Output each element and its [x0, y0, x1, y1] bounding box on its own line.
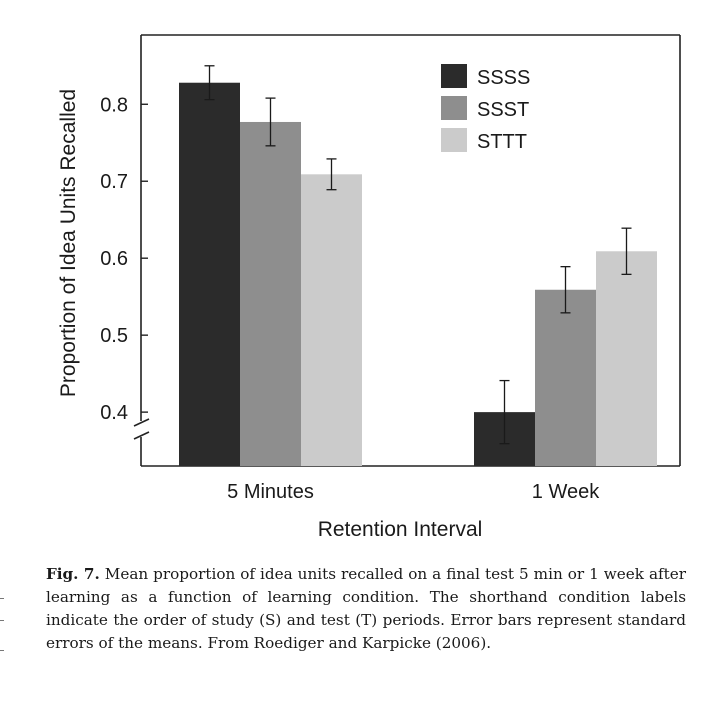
bar	[179, 82, 240, 466]
y-tick-label: 0.8	[100, 94, 128, 116]
x-tick-label: 1 Week	[532, 481, 600, 503]
axis-break-mark-upper	[133, 418, 150, 427]
axis-break-mark-lower	[133, 431, 150, 440]
legend-swatch	[441, 96, 467, 120]
error-bars-group	[204, 65, 632, 445]
y-tick-label: 0.6	[100, 248, 128, 270]
bar	[596, 251, 657, 466]
bar	[535, 289, 596, 466]
bar	[301, 174, 362, 466]
figure-caption-text: Mean proportion of idea units recalled o…	[46, 565, 686, 652]
legend-label: SSSS	[477, 67, 530, 89]
bars-group	[179, 82, 657, 467]
y-tick-label: 0.5	[100, 325, 128, 347]
legend: SSSS SSST STTT	[441, 64, 530, 153]
margin-mark	[0, 650, 4, 651]
legend-swatch	[441, 64, 467, 88]
legend-label: SSST	[477, 99, 529, 121]
x-tick-label: 5 Minutes	[227, 481, 314, 503]
y-tick-label: 0.7	[100, 171, 128, 193]
legend-swatch	[441, 128, 467, 152]
y-tick-label: 0.4	[100, 402, 128, 424]
margin-mark	[0, 598, 4, 599]
bar	[240, 121, 301, 467]
figure-caption: Fig. 7. Mean proportion of idea units re…	[46, 563, 686, 655]
y-axis-ticks: 0.4 0.5 0.6 0.7 0.8	[100, 94, 148, 424]
bar-chart: 0.4 0.5 0.6 0.7 0.8 5 Minutes 1 Week SSSS SSST…	[57, 34, 681, 541]
x-axis-ticks: 5 Minutes 1 Week	[227, 481, 600, 503]
figure-caption-label: Fig. 7.	[46, 565, 100, 583]
x-axis-label: Retention Interval	[318, 518, 483, 541]
legend-label: STTT	[477, 131, 527, 153]
margin-mark	[0, 620, 4, 621]
y-axis-label: Proportion of Idea Units Recalled	[57, 89, 80, 397]
